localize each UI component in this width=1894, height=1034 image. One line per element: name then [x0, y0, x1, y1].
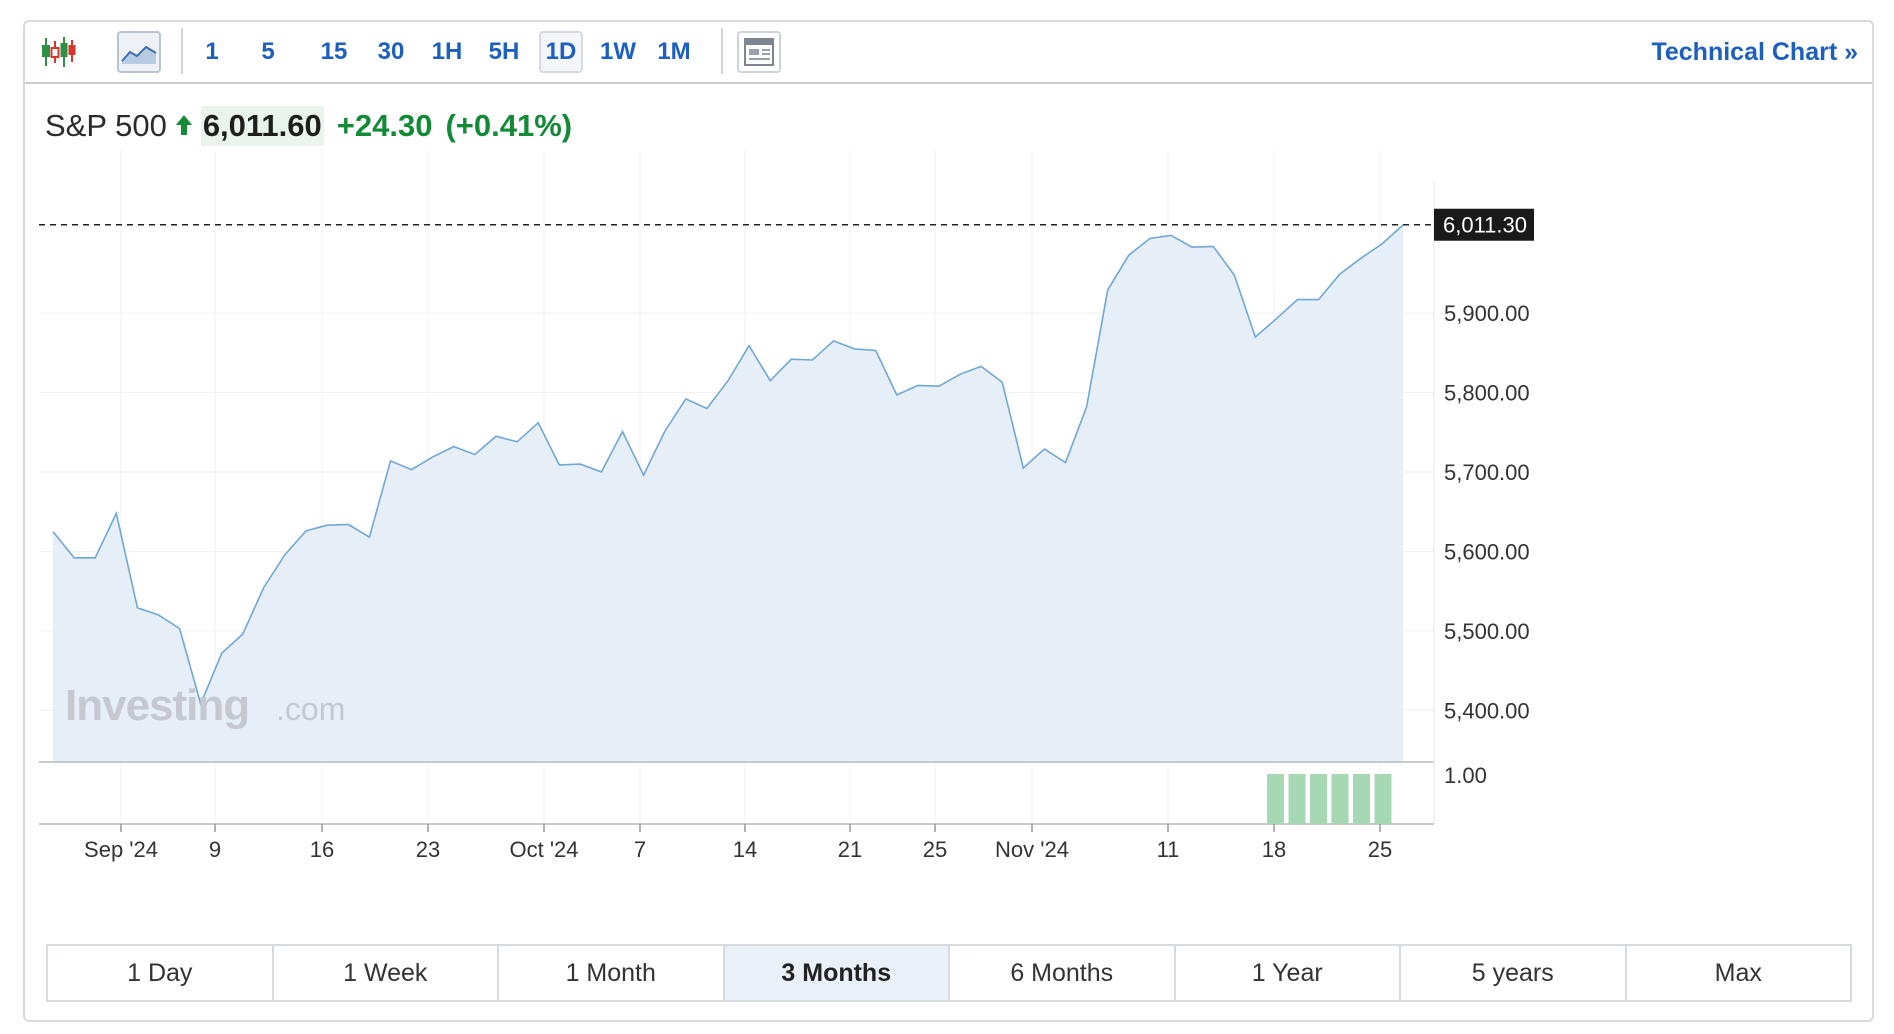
y-tick-label: 5,900.00 — [1444, 301, 1530, 326]
candlestick-button[interactable] — [39, 31, 79, 73]
last-price-tag-background — [1434, 208, 1534, 241]
price-chart[interactable]: Investing .com 5,400.005,500.005,600.005… — [25, 22, 1872, 922]
price-line — [52, 224, 1404, 707]
x-tick-label: 21 — [838, 837, 862, 862]
range-5-years[interactable]: 5 years — [1401, 946, 1627, 1000]
volume-y-tick-label: 1.00 — [1444, 763, 1487, 788]
price-area-fill — [53, 225, 1403, 762]
interval-1d[interactable]: 1D — [539, 31, 583, 73]
x-tick-label: 11 — [1157, 837, 1180, 862]
range-max[interactable]: Max — [1714, 959, 1762, 987]
range-1-month[interactable]: 1 Month — [499, 946, 725, 1000]
range-1-week[interactable]: 1 Week — [274, 946, 499, 1000]
watermark: Investing .com — [65, 681, 345, 730]
interval-1w[interactable]: 1W — [600, 38, 636, 65]
price-change-percent: (+0.41%) — [445, 108, 573, 143]
last-price-tag: 6,011.30 — [1434, 208, 1534, 241]
interval-1m[interactable]: 1M — [657, 38, 691, 65]
y-axis-ticks: 5,400.00 5,500.00 5,600.00 5,700.00 5,800.00… — [1444, 301, 1530, 723]
watermark-brand: Investing — [65, 681, 249, 730]
interval-1h[interactable]: 1H — [431, 38, 463, 65]
toolbar-separator — [721, 28, 723, 74]
y-tick-label: 5,400.00 — [1444, 698, 1530, 723]
price-change: +24.30 — [336, 108, 433, 143]
interval-5min[interactable]: 5 — [261, 38, 275, 65]
interval-1min[interactable]: 1 — [205, 38, 219, 65]
x-tick-label: 14 — [733, 837, 757, 862]
x-tick-label: 23 — [416, 837, 440, 862]
chart-toolbar: 1 5 15 30 1H 5H 1D 1W 1M Technical Chart… — [25, 22, 1872, 84]
interval-30min[interactable]: 30 — [377, 38, 405, 65]
toolbar-separator — [181, 28, 183, 74]
area-chart-icon — [121, 39, 157, 65]
range-3-months[interactable]: 3 Months — [724, 946, 950, 1000]
range-6-months[interactable]: 6 Months — [950, 946, 1176, 1000]
chart-widget: 1 5 15 30 1H 5H 1D 1W 1M Technical Chart… — [23, 20, 1874, 1022]
volume-bars — [1267, 774, 1392, 824]
volume-bar — [1374, 774, 1392, 824]
x-tick-label: Nov '24 — [995, 837, 1069, 862]
x-tick-label: 25 — [923, 837, 947, 862]
last-price-tag-label: 6,011.30 — [1443, 213, 1527, 238]
instrument-name: S&P 500 — [45, 108, 167, 143]
x-tick-label: Oct '24 — [509, 837, 578, 862]
technical-chart-link[interactable]: Technical Chart » — [1651, 38, 1858, 66]
candlestick-icon — [41, 35, 77, 69]
volume-bar — [1310, 774, 1327, 824]
y-tick-label: 5,800.00 — [1444, 381, 1530, 406]
x-tick-label: Sep '24 — [84, 837, 158, 862]
range-1-day[interactable]: 1 Day — [48, 946, 274, 1000]
x-tick-label: 16 — [310, 837, 334, 862]
layout-button[interactable] — [737, 31, 781, 73]
layout-icon — [744, 38, 774, 66]
interval-5h[interactable]: 5H — [488, 38, 520, 65]
volume-bar — [1288, 774, 1306, 824]
x-tick-label: 7 — [634, 837, 646, 862]
volume-bar — [1353, 774, 1370, 824]
y-tick-label: 5,500.00 — [1444, 619, 1530, 644]
up-arrow-icon — [175, 108, 193, 144]
y-tick-label: 5,600.00 — [1444, 539, 1530, 564]
x-tick-label: 18 — [1262, 837, 1286, 862]
x-tick-label: 25 — [1368, 837, 1392, 862]
range-selector: 1 Day 1 Week 1 Month 3 Months 6 Months 1… — [46, 944, 1852, 1002]
x-axis-ticks: Sep '24 9 16 23 Oct '24 7 14 21 25 Nov '24 11 18 25 — [84, 824, 1392, 862]
interval-15min[interactable]: 15 — [320, 38, 348, 65]
last-price: 6,011.60 — [200, 106, 324, 146]
volume-bar — [1331, 774, 1349, 824]
watermark-suffix: .com — [276, 691, 345, 727]
quote-header: S&P 500 6,011.60 +24.30 (+0.41%) — [45, 104, 572, 148]
y-tick-label: 5,700.00 — [1444, 460, 1530, 485]
volume-bar — [1267, 774, 1284, 824]
area-chart-button[interactable] — [117, 31, 161, 73]
range-1-year[interactable]: 1 Year — [1176, 946, 1401, 1000]
x-tick-label: 9 — [209, 837, 221, 862]
